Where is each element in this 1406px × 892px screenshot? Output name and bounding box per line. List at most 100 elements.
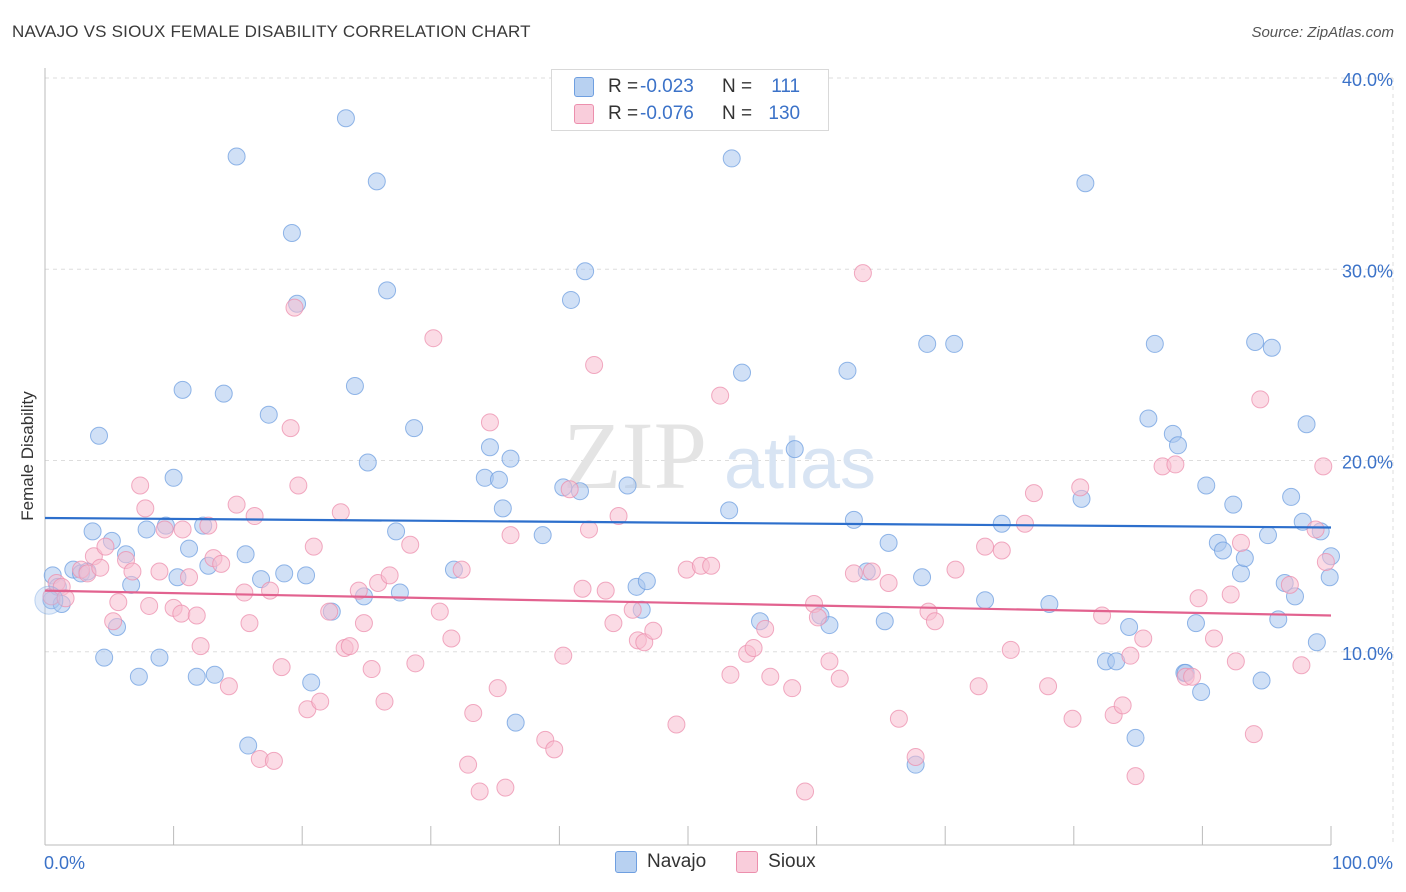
sioux-point <box>1251 390 1270 409</box>
navajo-point <box>336 109 355 128</box>
sioux-point <box>235 583 254 602</box>
sioux-point <box>406 654 425 673</box>
sioux-point <box>1231 533 1250 552</box>
sioux-point <box>1001 640 1020 659</box>
sioux-point <box>1039 677 1058 696</box>
sioux-point <box>104 612 123 631</box>
sioux-point <box>1314 457 1333 476</box>
navajo-point <box>95 648 114 667</box>
navajo-point <box>1252 671 1271 690</box>
navajo-point <box>976 591 995 610</box>
sioux-point <box>470 782 489 801</box>
sioux-point <box>172 604 191 623</box>
sioux-point <box>212 554 231 573</box>
navajo-point <box>259 405 278 424</box>
r-value-navajo: -0.023 <box>640 76 694 97</box>
sioux-point <box>180 568 199 587</box>
navajo-swatch <box>574 77 594 97</box>
navajo-point <box>187 667 206 686</box>
sioux-point <box>1126 767 1145 786</box>
navajo-point <box>489 470 508 489</box>
navajo-point <box>1258 526 1277 545</box>
navajo-point <box>1297 415 1316 434</box>
sioux-point <box>808 608 827 627</box>
sioux-point <box>464 704 483 723</box>
n-value-navajo: 111 <box>771 76 801 97</box>
axis-layer <box>44 68 1332 846</box>
navajo-point <box>173 380 192 399</box>
sioux-point <box>756 619 775 638</box>
navajo-point <box>83 522 102 541</box>
navajo-point <box>1040 595 1059 614</box>
navajo-point <box>844 510 863 529</box>
sioux-point <box>1166 455 1185 474</box>
sioux-point <box>609 507 628 526</box>
sioux-point <box>976 537 995 556</box>
sioux-point <box>1316 552 1335 571</box>
navajo-point <box>493 499 512 518</box>
sioux-point <box>1189 589 1208 608</box>
navajo-point <box>1262 338 1281 357</box>
sioux-point <box>889 709 908 728</box>
sioux-point <box>604 614 623 633</box>
navajo-point <box>1235 549 1254 568</box>
sioux-point <box>554 646 573 665</box>
navajo-point <box>637 572 656 591</box>
sioux-point <box>906 748 925 767</box>
navajo-legend-swatch <box>615 851 637 873</box>
navajo-point <box>1231 564 1250 583</box>
sioux-point <box>1306 520 1325 539</box>
sioux-point <box>820 652 839 671</box>
navajo-point <box>722 149 741 168</box>
sioux-point <box>480 413 499 432</box>
sioux-point <box>702 556 721 575</box>
navajo-point <box>1320 568 1339 587</box>
stats-legend: R = -0.023 N = 111 R = -0.076 N = 130 <box>551 69 829 131</box>
sioux-point <box>131 476 150 495</box>
navajo-point <box>1246 333 1265 352</box>
navajo-point <box>533 526 552 545</box>
legend-row-navajo: R = -0.023 N = 111 <box>574 75 800 99</box>
navajo-point <box>1076 174 1095 193</box>
sioux-point <box>1113 696 1132 715</box>
navajo-point <box>282 224 301 242</box>
sioux-point <box>796 782 815 801</box>
tick-labels: 10.0% 20.0% 30.0% 40.0% 0.0% 100.0% <box>44 70 1393 873</box>
sioux-point <box>560 480 579 499</box>
watermark-atlas: atlas <box>724 424 876 504</box>
navajo-point <box>205 665 224 684</box>
sioux-point <box>1183 667 1202 686</box>
sioux-point <box>109 593 128 612</box>
navajo-point <box>1282 487 1301 506</box>
navajo-point <box>367 172 386 191</box>
navajo-point <box>733 363 752 382</box>
sioux-point <box>331 503 350 522</box>
legend-label-navajo: Navajo <box>647 851 707 872</box>
sioux-swatch <box>574 104 594 124</box>
sioux-point <box>56 589 75 608</box>
sioux-point <box>1292 656 1311 675</box>
sioux-point <box>304 537 323 556</box>
navajo-point <box>875 612 894 631</box>
navajo-point <box>387 522 406 541</box>
navajo-point <box>164 468 183 487</box>
navajo-point <box>501 449 520 468</box>
sioux-point <box>264 751 283 770</box>
navajo-point <box>90 426 109 445</box>
navajo-point <box>1192 683 1211 701</box>
sioux-point <box>424 329 443 348</box>
sioux-point <box>289 476 308 495</box>
sioux-point <box>1204 629 1223 648</box>
navajo-point <box>275 564 294 583</box>
sioux-point <box>401 535 420 554</box>
navajo-point <box>227 147 246 166</box>
sioux-point <box>191 637 210 656</box>
navajo-point <box>358 453 377 472</box>
sioux-point <box>1093 606 1112 625</box>
chart-title: NAVAJO VS SIOUX FEMALE DISABILITY CORREL… <box>12 22 531 41</box>
sioux-point <box>362 660 381 679</box>
points-layer <box>34 109 1340 801</box>
sioux-point <box>227 495 246 514</box>
sioux-point <box>140 596 159 615</box>
navajo-point <box>1168 436 1187 455</box>
